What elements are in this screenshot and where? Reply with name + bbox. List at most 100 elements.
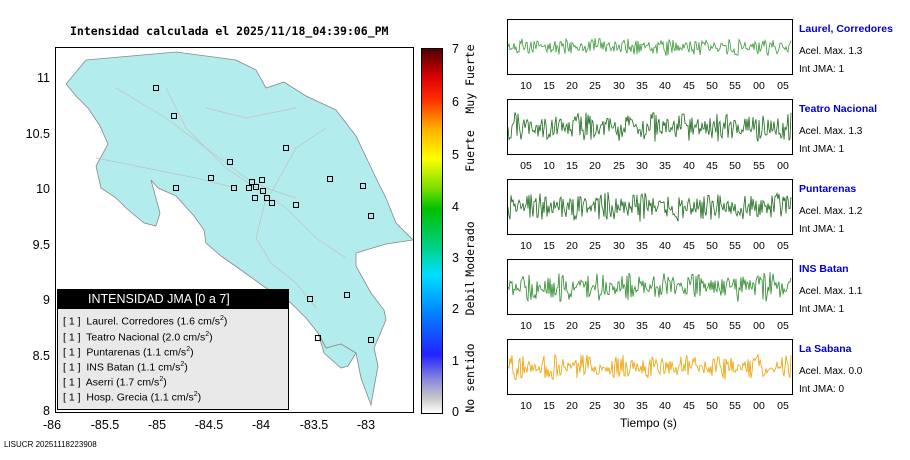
time-tick-label: 25 [613, 160, 625, 172]
waveform [508, 191, 792, 222]
station-square-icon [344, 292, 350, 298]
legend-row: [ 1 ] Aserri (1.7 cm/s2) [63, 376, 167, 389]
x-tick-label: -86 [42, 418, 62, 432]
x-tick-label: -84.5 [194, 418, 224, 432]
time-tick-label: 05 [777, 80, 789, 92]
time-tick-label: 05 [777, 240, 789, 252]
station-name: INS Batan [799, 263, 849, 275]
y-tick-label: 10 [36, 182, 50, 196]
time-tick-label: 40 [683, 160, 695, 172]
time-tick-label: 50 [706, 320, 718, 332]
y-tick-label: 8 [43, 404, 50, 418]
time-tick-label: 20 [566, 240, 578, 252]
trace-panel [507, 99, 793, 155]
station-square-icon [360, 183, 366, 189]
time-tick-label: 35 [636, 400, 648, 412]
time-tick-label: 25 [589, 400, 601, 412]
time-tick-label: 45 [683, 240, 695, 252]
time-tick-label: 40 [659, 320, 671, 332]
category-fuerte: Fuerte [463, 130, 477, 172]
time-tick-label: 15 [566, 160, 578, 172]
time-tick-label: 40 [659, 400, 671, 412]
time-tick-label: 50 [706, 240, 718, 252]
road-network [95, 87, 347, 309]
max-acceleration: Acel. Max. 1.3 [799, 126, 863, 137]
colorbar-tick: 4 [452, 200, 459, 214]
station-square-icon [269, 200, 275, 206]
jma-intensity: Int JMA: 1 [799, 144, 845, 155]
station-name: Laurel, Corredores [799, 23, 893, 35]
station-square-icon [173, 185, 179, 191]
station-square-icon [307, 296, 313, 302]
time-tick-label: 05 [777, 320, 789, 332]
y-tick-label: 11 [37, 71, 50, 85]
station-markers [153, 85, 374, 343]
station-square-icon [264, 195, 270, 201]
time-tick-label: 45 [683, 80, 695, 92]
time-tick-label: 45 [683, 320, 695, 332]
time-tick-label: 55 [729, 320, 741, 332]
max-acceleration: Acel. Max. 1.1 [799, 286, 863, 297]
time-tick-label: 15 [543, 240, 555, 252]
time-tick-label: 30 [613, 240, 625, 252]
colorbar-tick: 3 [452, 251, 459, 265]
station-square-icon [253, 184, 259, 190]
colorbar-tick: 5 [452, 148, 459, 162]
time-tick-label: 15 [543, 400, 555, 412]
station-square-icon [368, 213, 374, 219]
trace-time-ticks: 10 15 20 25 30 35 40 45 50 55 00 05 [507, 240, 793, 254]
waveform [508, 37, 792, 57]
time-tick-label: 10 [520, 320, 532, 332]
colorbar-tick: 1 [452, 354, 459, 368]
time-tick-label: 45 [706, 160, 718, 172]
trace-line [508, 112, 792, 142]
legend-row: [ 1 ] Hosp. Grecia (1.1 cm/s2) [63, 391, 202, 404]
time-tick-label: 50 [706, 80, 718, 92]
time-tick-label: 25 [589, 320, 601, 332]
time-tick-label: 15 [543, 80, 555, 92]
station-square-icon [208, 175, 214, 181]
jma-intensity: Int JMA: 1 [799, 304, 845, 315]
y-tick-label: 10.5 [25, 127, 50, 141]
x-tick-label: -85 [147, 418, 167, 432]
station-square-icon [246, 185, 252, 191]
time-tick-label: 10 [520, 400, 532, 412]
colorbar-tick: 6 [452, 95, 459, 109]
footer-id: LISUCR 20251118223908 [4, 440, 97, 449]
time-tick-label: 55 [753, 160, 765, 172]
max-acceleration: Acel. Max. 1.3 [799, 46, 863, 57]
time-tick-label: 50 [706, 400, 718, 412]
trace-line [508, 37, 792, 57]
time-tick-label: 00 [753, 400, 765, 412]
jma-intensity: Int JMA: 1 [799, 64, 845, 75]
peninsula-osa [317, 332, 357, 369]
colorbar-tick: 2 [452, 302, 459, 316]
time-tick-label: 25 [589, 240, 601, 252]
trace-time-ticks: 10 15 20 25 30 35 40 45 50 55 00 05 [507, 400, 793, 414]
station-square-icon [283, 145, 289, 151]
legend-row: [ 1 ] Puntarenas (1.1 cm/s2) [63, 346, 194, 359]
time-tick-label: 35 [636, 320, 648, 332]
time-tick-label: 20 [589, 160, 601, 172]
max-acceleration: Acel. Max. 1.2 [799, 206, 863, 217]
legend-row: [ 1 ] INS Batan (1.1 cm/s2) [63, 361, 188, 374]
station-name: Puntarenas [799, 183, 857, 195]
time-tick-label: 00 [753, 80, 765, 92]
intensity-legend: INTENSIDAD JMA [0 a 7] [ 1 ] Laurel. Cor… [57, 289, 289, 410]
trace-line [508, 353, 792, 381]
trace-panel [507, 179, 793, 235]
time-tick-label: 50 [729, 160, 741, 172]
map-title: Intensidad calculada el 2025/11/18_04:39… [70, 24, 389, 38]
time-tick-label: 35 [636, 80, 648, 92]
y-tick-label: 8.5 [32, 349, 50, 363]
trace-line [508, 191, 792, 222]
colorbar-tick: 7 [452, 42, 459, 56]
intensity-colorbar [421, 48, 443, 414]
time-tick-label: 00 [753, 320, 765, 332]
trace-line [508, 272, 792, 303]
y-tick-label: 9.5 [32, 238, 50, 252]
station-square-icon [227, 159, 233, 165]
legend-row: [ 1 ] Teatro Nacional (2.0 cm/s2) [63, 331, 213, 344]
trace-panel [507, 339, 793, 395]
station-square-icon [153, 85, 159, 91]
